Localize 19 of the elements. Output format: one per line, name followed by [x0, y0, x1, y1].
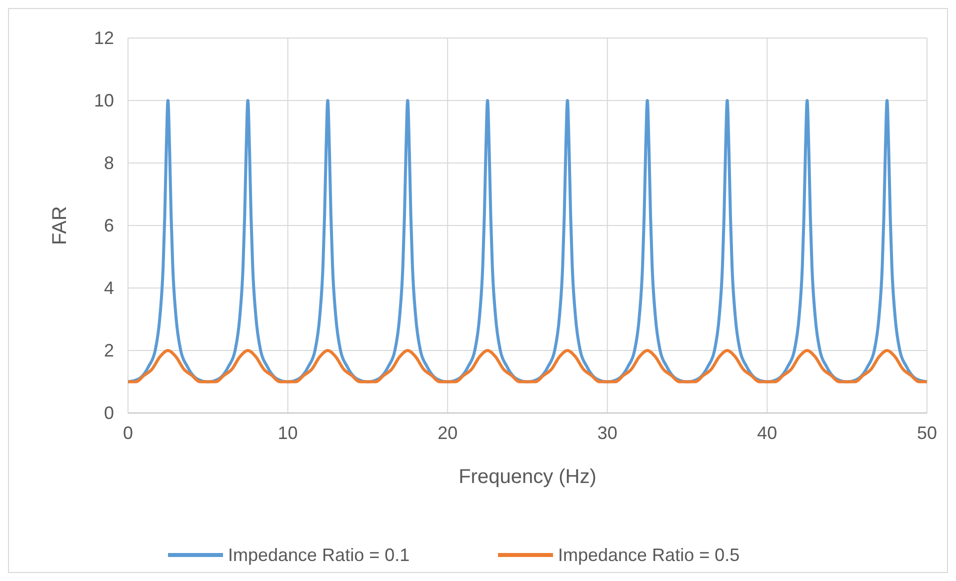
y-tick-label: 8: [104, 153, 114, 173]
y-tick-label: 10: [94, 90, 114, 110]
line-series: [126, 99, 928, 384]
y-tick-label: 4: [104, 278, 114, 298]
x-tick-label: 30: [597, 423, 618, 443]
legend-label: Impedance Ratio = 0.1: [228, 545, 410, 565]
y-tick-label: 12: [94, 28, 114, 48]
line-series: [126, 349, 928, 384]
y-tick-label: 6: [104, 216, 114, 236]
x-tick-label: 50: [916, 423, 938, 443]
y-tick-label: 0: [104, 403, 114, 423]
y-axis-title: FAR: [49, 206, 71, 245]
x-tick-label: 0: [122, 423, 134, 443]
y-tick-label: 2: [104, 340, 114, 360]
x-tick-label: 10: [278, 423, 298, 443]
legend-label: Impedance Ratio = 0.5: [558, 545, 740, 565]
x-tick-label: 20: [438, 423, 458, 443]
x-tick-label: 40: [757, 423, 778, 443]
x-axis-title: Frequency (Hz): [458, 466, 596, 488]
